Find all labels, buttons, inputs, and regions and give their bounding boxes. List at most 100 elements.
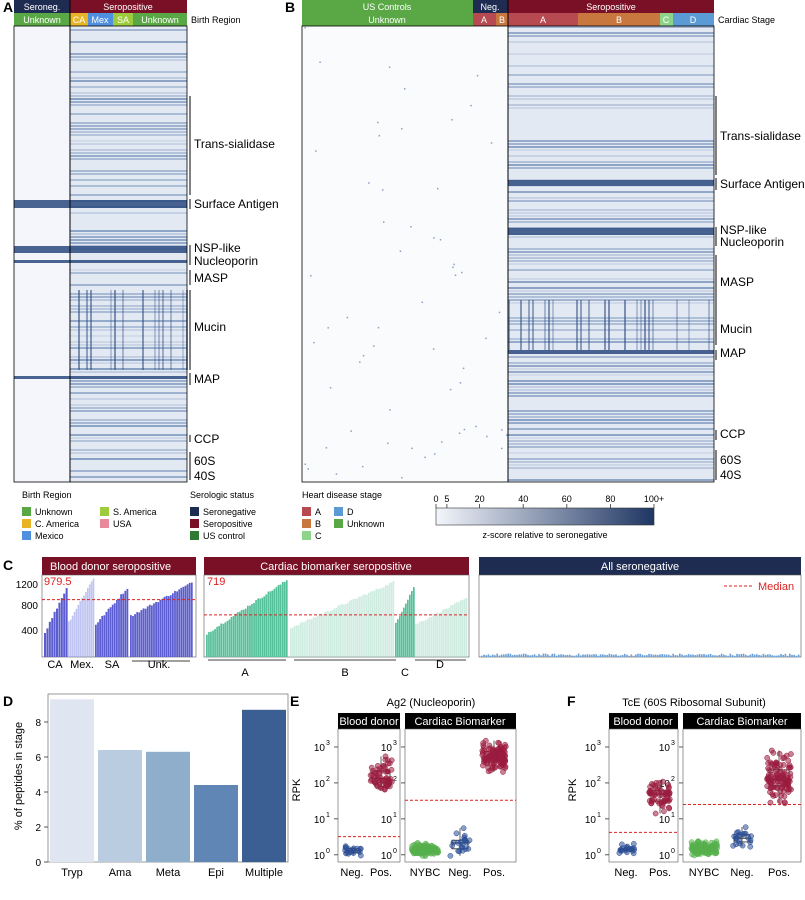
track-unknown-2 [133,13,187,26]
c-bar [312,617,315,657]
c-bar [122,593,125,657]
heatmap-row [508,320,714,322]
c-bar [109,607,112,657]
c-bar [390,582,393,657]
legend-birth-ca: C. America [35,519,79,529]
heatmap-speck [453,263,455,266]
c-bar [426,618,429,657]
c-bar [407,599,409,657]
c-bar-neg [654,654,657,657]
heatmap-col [652,300,654,350]
c-ytick-400: 400 [21,626,38,637]
c-bar [305,620,307,657]
d-bar-meta [146,751,190,863]
c-bar-neg [782,654,784,657]
colorbar: 0 5 20 40 60 80 100+ z-score relative to seron… [433,494,664,540]
heatmap-row [508,143,714,145]
data-point [460,825,467,832]
c-bar [71,615,74,657]
c-bar [291,627,294,657]
heatmap-speck [400,128,403,130]
c-bar-neg [562,654,564,657]
data-point [767,799,774,806]
c-bar [293,626,296,657]
heatmap-col [90,290,92,370]
c-bar-neg [683,655,685,657]
data-point [773,759,779,766]
c-bar [180,587,183,657]
heatmap-row [508,146,714,148]
data-point [383,775,390,781]
panel-a: Seroneg. Seropositive Unknown CA Mex SA … [13,0,279,483]
c-bar [218,626,221,657]
c-bar [255,600,257,657]
heatmap-speck [315,150,317,152]
c-bar-neg [584,654,586,657]
heatmap-row [70,56,187,58]
c-bar-neg [610,654,613,657]
heatmap-row [70,344,187,346]
heatmap-row [508,107,714,109]
c-bars [42,578,800,657]
panel-e: Ag2 (Nucleoporin) RPK Blood donor Cardia… [291,697,517,879]
c-bar [234,613,237,657]
heatmap-row [508,296,714,298]
heatmap-speck [436,187,439,190]
c-bar-neg [731,655,734,657]
c-bar [422,621,425,657]
c-bar-neg [540,655,542,657]
heatmap-row [508,467,714,469]
c-bar-neg [685,655,688,657]
log-tick-exp: 1 [393,812,397,819]
f-title: TcE (60S Ribosomal Subunit) [622,697,766,709]
heatmap-speck [486,435,488,438]
log-tick-exp: 0 [597,848,601,855]
d-xtick-label: Epi [208,867,224,879]
data-point [380,763,387,769]
c-bar [450,605,452,657]
c-bar-neg [621,655,624,657]
d-bar-epi [194,785,238,862]
c-bar-neg [549,655,551,657]
log-tick-base: 10 [585,815,597,826]
c-bar [134,614,136,657]
heatmap-row [508,164,714,166]
heatmap-row [70,242,187,244]
log-tick-exp: 1 [326,812,330,819]
c-bar [130,615,132,657]
log-tick-exp: 0 [326,848,330,855]
c-bar [216,626,219,657]
c-bar-neg [720,653,723,657]
legend-heart-a: A [315,507,321,517]
heatmap-speck [350,430,352,432]
c-title-bar-3 [479,557,801,575]
d-ytick-label: 4 [35,788,41,799]
d-ytick-label: 0 [35,858,41,869]
heatmap-col [170,290,172,370]
c-bar [442,609,444,657]
heatmap-speck [476,74,479,77]
panel-d-letter: D [3,693,13,709]
heatmap-row [70,296,187,298]
c-bar-neg [784,653,787,657]
heatmap-speck [463,428,466,431]
c-bar [253,603,255,657]
heatmap-row [70,380,187,382]
heatmap-row [508,341,714,343]
c-bar-neg [571,655,573,657]
c-bar-neg [529,655,531,657]
protein-label: Mucin [720,322,752,336]
d-xtick-label: Multiple [245,867,283,879]
heatmap-row [70,305,187,307]
heatmap-row [508,293,714,295]
log-tick-exp: 1 [597,812,601,819]
heatmap-row [508,98,714,100]
data-point [450,839,457,846]
c-bar [285,580,288,657]
heatmap-row [70,152,187,154]
heatmap-row [508,392,714,394]
heatmap-row [70,311,187,313]
c-bar [208,632,210,657]
heatmap-speck [439,238,442,241]
heatmap-speck [454,274,457,276]
